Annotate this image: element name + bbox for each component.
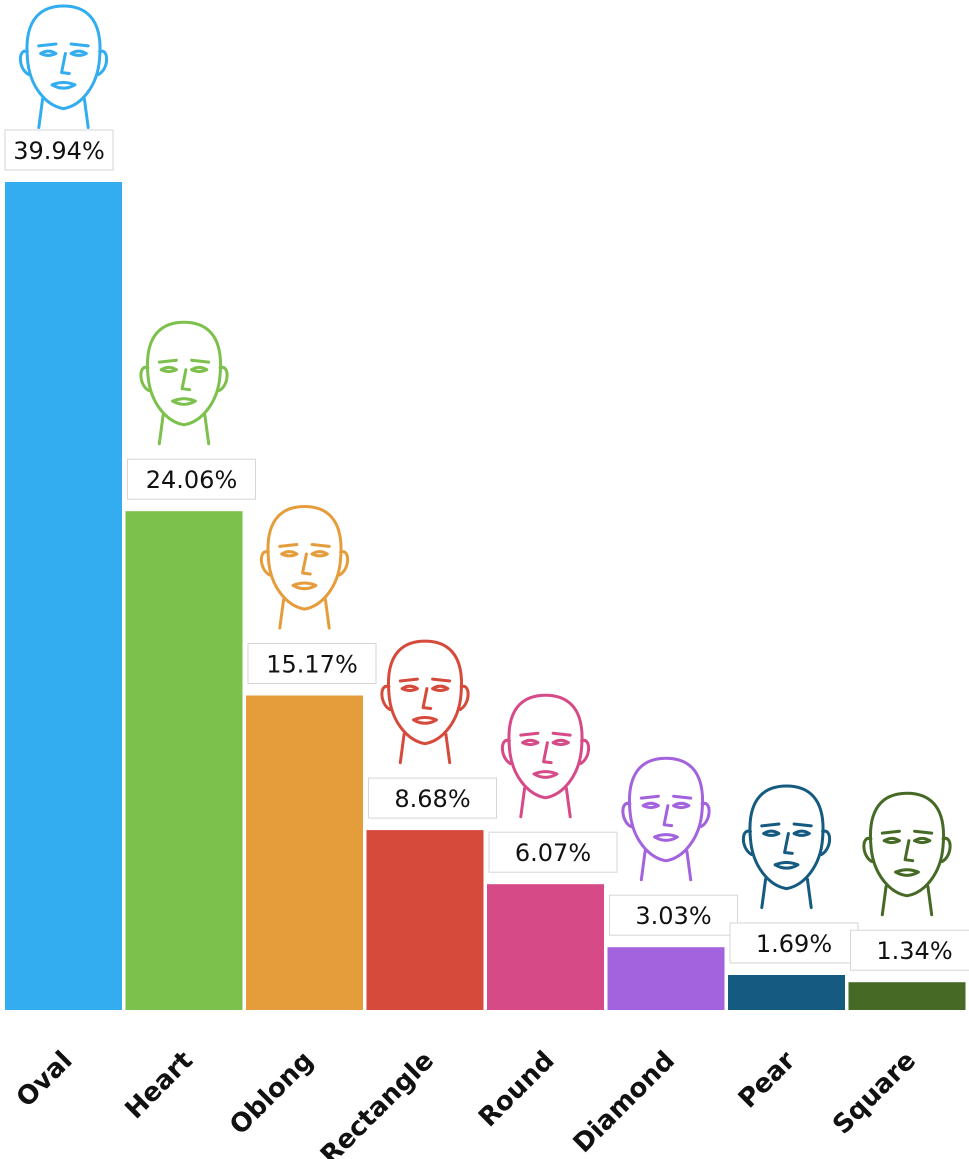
bar-diamond	[607, 947, 725, 1010]
bar-pear	[728, 975, 845, 1010]
category-label: Heart	[120, 1046, 199, 1125]
category-label: Pear	[733, 1046, 802, 1115]
face-icon	[259, 505, 350, 630]
bars	[5, 182, 966, 1010]
value-label: 1.34%	[876, 937, 952, 965]
value-label-box	[850, 929, 969, 971]
face-icon	[18, 4, 109, 130]
bar-round	[487, 884, 604, 1010]
category-label: Rectangle	[315, 1046, 440, 1159]
value-label: 24.06%	[146, 466, 238, 494]
face-icon	[139, 320, 229, 446]
bar-rectangle	[366, 830, 484, 1010]
bar-oblong	[246, 695, 363, 1010]
face-icons	[18, 4, 952, 917]
category-label: Diamond	[568, 1046, 681, 1159]
bar-square	[848, 982, 966, 1010]
category-label: Square	[827, 1046, 922, 1141]
face-icon	[380, 639, 470, 765]
value-label-box	[127, 458, 256, 500]
value-labels: 39.94% 24.06% 15.17% 8.68% 6.07% 3.03% 1.69% 1.…	[4, 129, 969, 971]
value-label: 39.94%	[13, 137, 105, 165]
value-label: 1.69%	[756, 930, 832, 958]
value-label: 8.68%	[394, 785, 470, 813]
value-label: 6.07%	[515, 839, 591, 867]
category-label: Round	[473, 1046, 560, 1133]
value-label-box	[4, 129, 114, 171]
face-icon	[862, 791, 952, 917]
value-label-box	[247, 643, 377, 684]
value-label: 3.03%	[635, 902, 711, 930]
value-label-box	[609, 894, 738, 936]
face-icon	[500, 693, 591, 819]
value-label-box	[488, 831, 618, 873]
category-label: Oblong	[224, 1046, 319, 1141]
bar-oval	[5, 182, 122, 1010]
value-label: 15.17%	[266, 651, 358, 679]
category-label: Oval	[11, 1046, 79, 1114]
bar-heart	[125, 511, 243, 1010]
face-icon	[621, 756, 711, 882]
value-label-box	[368, 777, 497, 819]
face-icon	[741, 784, 832, 910]
